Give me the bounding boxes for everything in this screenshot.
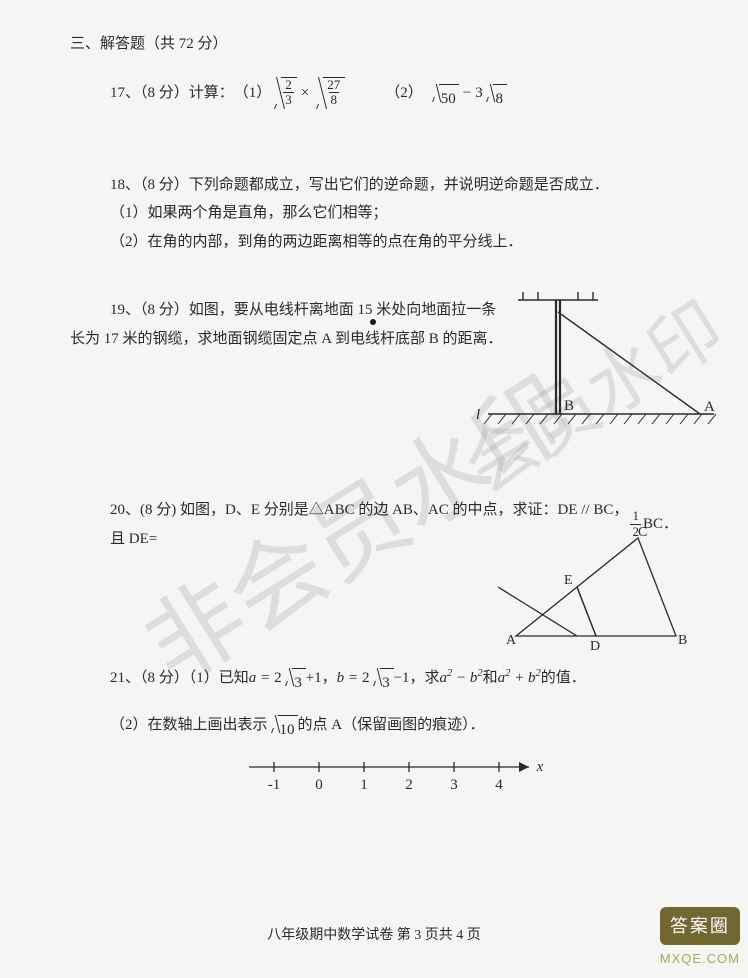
ask-prefix: ，求 <box>409 664 439 693</box>
label-A: A <box>506 633 517 648</box>
denominator: 3 <box>283 92 294 108</box>
radicand: 50 <box>439 84 459 104</box>
expr2: a2 + b2 <box>498 664 541 693</box>
label-D: D <box>590 639 600 654</box>
label-C: C <box>638 526 647 540</box>
label-B: B <box>564 398 574 414</box>
tick-label: 2 <box>405 777 413 793</box>
pole-figure: l B A <box>468 282 728 452</box>
denominator: 8 <box>329 92 340 108</box>
sqrt-icon: 50 <box>429 84 459 104</box>
p18-prefix: 18、（8 分）下列命题都成立，写出它们的逆命题，并说明逆命题是否成立． <box>110 171 678 200</box>
radicand: 10 <box>278 715 298 735</box>
number-line-figure: -1 0 1 2 3 4 x <box>234 749 554 805</box>
p18-sub1: （1）如果两个角是直角，那么它们相等； <box>110 199 678 228</box>
problem-21: 21、（8 分）（1）已知 a = 2 3 +1 ， b = 2 3 −1 ，求… <box>70 664 678 805</box>
logo-bottom: MXQE.COM <box>660 947 740 972</box>
p17-part2-label: （2） <box>385 79 423 108</box>
tick-label: -1 <box>268 777 281 793</box>
label-A: A <box>704 399 715 415</box>
b-eq: b = <box>337 664 358 693</box>
triangle-figure: A B C D E <box>498 526 698 656</box>
tick-label: 1 <box>360 777 368 793</box>
problem-19: 19、（8 分）如图，要从电线杆离地面 15 米处向地面拉一条 长为 17 米的… <box>70 296 678 466</box>
site-logo: 答案圈 MXQE.COM <box>660 907 740 972</box>
problem-20: 20、(8 分) 如图，D、E 分别是△ABC 的边 AB、AC 的中点，求证：… <box>70 496 678 644</box>
problem-17-line: 17、（8 分）计算： （1） 2 3 × 27 8 <box>110 77 678 111</box>
label-E: E <box>564 573 573 588</box>
p21-part1: 21、（8 分）（1）已知 a = 2 3 +1 ， b = 2 3 −1 ，求… <box>110 664 678 693</box>
sqrt-icon: 3 <box>370 668 394 688</box>
a-coef: 2 <box>274 664 282 693</box>
p21-part2-prefix: （2）在数轴上画出表示 <box>110 711 268 740</box>
expr1: a2 − b2 <box>439 664 482 693</box>
page-footer: 八年级期中数学试卷 第 3 页共 4 页 <box>0 923 748 950</box>
sqrt-icon: 8 <box>483 84 507 104</box>
tick-label: 4 <box>495 777 503 793</box>
numerator: 1 <box>630 509 641 524</box>
a-eq: a = <box>249 664 270 693</box>
tick-label: 3 <box>450 777 458 793</box>
exam-page: 非会员水印 会员水印 三、解答题（共 72 分） 17、（8 分）计算： （1）… <box>0 0 748 978</box>
numerator: 2 <box>283 78 294 93</box>
comma-gap: ， <box>322 664 337 693</box>
p17-prefix: 17、（8 分）计算： <box>110 79 234 108</box>
sqrt-icon: 3 <box>282 668 306 688</box>
section-heading: 三、解答题（共 72 分） <box>70 30 678 59</box>
ask-suffix: 的值． <box>541 664 586 693</box>
problem-17: 17、（8 分）计算： （1） 2 3 × 27 8 <box>70 77 678 111</box>
p21-prefix: 21、（8 分）（1）已知 <box>110 664 249 693</box>
p17-part1-label: （1） <box>234 79 272 108</box>
tick-label: 0 <box>315 777 323 793</box>
p21-part2-suffix: 的点 A（保留画图的痕迹）． <box>298 711 485 740</box>
ask-mid: 和 <box>483 664 498 693</box>
sqrt-icon: 10 <box>268 715 298 735</box>
coefficient: 3 <box>475 79 483 108</box>
sqrt-icon: 27 8 <box>313 77 345 111</box>
times-sign: × <box>297 79 313 108</box>
b-tail: −1 <box>394 664 410 693</box>
a-tail: +1 <box>306 664 322 693</box>
label-B: B <box>678 633 687 648</box>
sqrt-icon: 2 3 <box>271 77 297 111</box>
logo-top: 答案圈 <box>660 907 740 945</box>
fraction: 27 8 <box>325 78 342 109</box>
p21-part2: （2）在数轴上画出表示 10 的点 A（保留画图的痕迹）． <box>110 711 678 740</box>
fraction: 2 3 <box>283 78 294 109</box>
p18-sub2: （2）在角的内部，到角的两边距离相等的点在角的平分线上． <box>110 228 678 257</box>
b-coef: 2 <box>362 664 370 693</box>
minus-sign: − <box>459 79 475 108</box>
axis-label-x: x <box>536 759 544 775</box>
problem-18: 18、（8 分）下列命题都成立，写出它们的逆命题，并说明逆命题是否成立． （1）… <box>70 171 678 257</box>
label-l: l <box>476 407 480 423</box>
numerator: 27 <box>325 78 342 93</box>
